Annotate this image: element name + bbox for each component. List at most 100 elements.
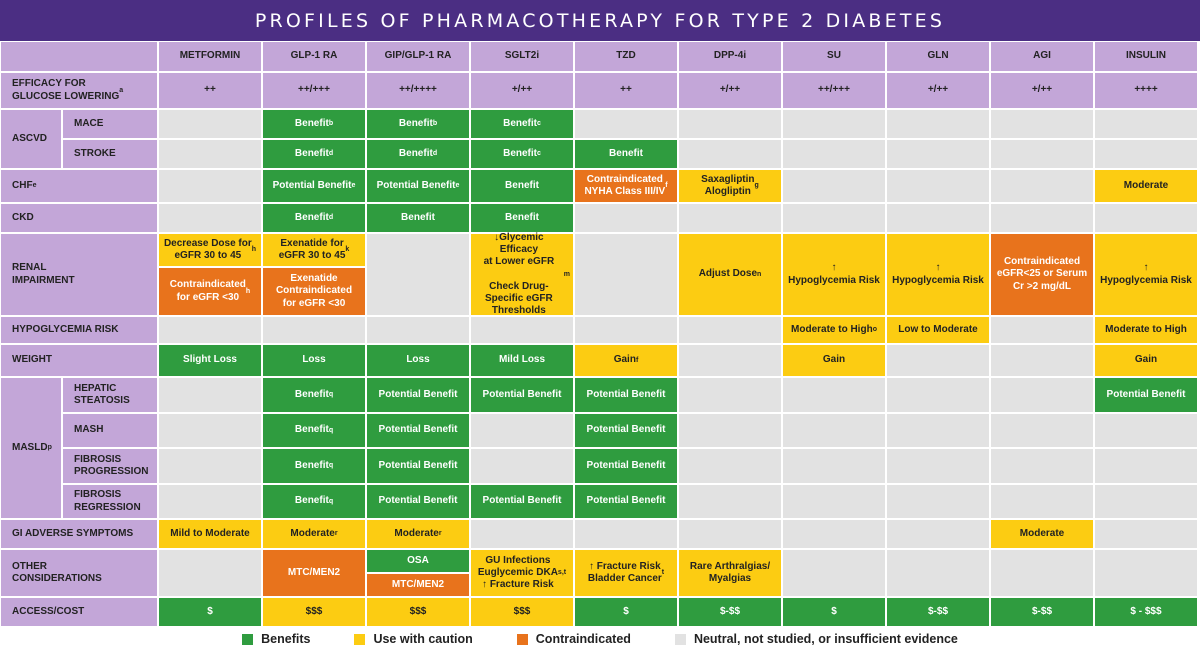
legend-swatch-yellow [354,633,366,645]
stroke-cell-text: Benefit [609,147,643,159]
hypo-cell-empty [678,316,782,344]
legend-label: Contraindicated [535,632,631,646]
renal-cell-empty [574,233,678,316]
column-header: DPP-4i [678,41,782,72]
row-label-hepatic-text: HEPATIC STEATOSIS [74,382,130,406]
renal-cell-top-text: Decrease Dose for eGFR 30 to 45 [163,237,252,261]
weight-cell: Mild Loss [470,344,574,377]
ckd-cell-empty [782,203,886,233]
row-label-renal-text: RENAL IMPAIRMENT [12,262,75,286]
column-header-text: GLN [927,50,949,62]
fib_reg-cell-empty [158,484,262,519]
mash-cell-empty [158,413,262,448]
stroke-cell: Benefit d [262,139,366,169]
efficacy-cell-text: ++++ [1134,84,1158,96]
hepatic-cell: Benefit q [262,377,366,413]
legend-label: Benefits [261,632,311,646]
other-cell-text: GU Infections Euglycemic DKA ↑ Fracture … [477,554,558,591]
hypo-cell: Low to Moderate [886,316,990,344]
access-cost-cell-text: $ [831,605,837,617]
renal-cell-bottom-text: Contraindicated for eGFR <30 [169,279,246,303]
access-cost-cell-text: $-$$ [1031,605,1052,617]
renal-cell-text: Adjust Dose [698,268,758,280]
other-cell-text: MTC/MEN2 [287,566,341,578]
renal-cell-text: ↑ Hypoglycemia Risk [788,262,880,286]
fib_reg-cell-empty [782,484,886,519]
other-cell-osa: OSA [366,549,470,573]
mace-cell: Benefit b [366,109,470,139]
renal-cell-text: ↓Glycemic Efficacy at Lower eGFR Check D… [483,231,555,316]
efficacy-cell: +/++ [990,72,1094,109]
gi-cell: Moderate r [366,519,470,549]
chf-cell-text: Potential Benefit [272,179,352,191]
fib_prog-cell-text: Potential Benefit [586,459,666,471]
gi-cell-empty [678,519,782,549]
chf-cell-empty [158,169,262,203]
column-header-text: SU [827,50,841,62]
other-cell-empty [886,549,990,597]
mace-cell: Benefit c [470,109,574,139]
weight-cell-text: Gain [613,354,636,366]
other-cell: ↑ Fracture Risk Bladder Cancer t [574,549,678,597]
chf-cell-text: Benefit [505,179,539,191]
column-header: GLN [886,41,990,72]
weight-cell-text: Mild Loss [498,354,546,366]
chf-cell-text: Moderate [1123,179,1169,191]
ckd-cell-empty [990,203,1094,233]
row-label-hepatic: HEPATIC STEATOSIS [62,377,158,413]
mace-cell-text: Benefit [503,117,537,129]
stroke-cell-empty [158,139,262,169]
row-label-ascvd: ASCVD [0,109,62,169]
renal-cell: ↑ Hypoglycemia Risk [886,233,990,316]
row-label-masld: MASLD p [0,377,62,519]
hepatic-cell-empty [886,377,990,413]
access-cost-cell-text: $ [623,605,629,617]
fib_reg-cell-text: Benefit [294,495,329,507]
hypo-cell: Moderate to High [1094,316,1198,344]
row-label-stroke-text: STROKE [74,147,116,159]
mace-cell-empty [886,109,990,139]
row-label-fibrosis-regression: FIBROSIS REGRESSION [62,484,158,519]
fib_reg-cell-text: Potential Benefit [482,495,562,507]
row-label-efficacy: EFFICACY FOR GLUCOSE LOWERING a [0,72,158,109]
weight-cell-text: Loss [406,354,430,366]
renal-cell: Contraindicated eGFR<25 or Serum Cr >2 m… [990,233,1094,316]
legend-label: Use with caution [373,632,473,646]
renal-cell-text: Contraindicated eGFR<25 or Serum Cr >2 m… [996,256,1088,292]
mace-cell-empty [678,109,782,139]
mace-cell-empty [574,109,678,139]
legend-label: Neutral, not studied, or insufficient ev… [693,632,958,646]
other-cell: Rare Arthralgias/ Myalgias [678,549,782,597]
hypo-cell-empty [574,316,678,344]
column-header-text: SGLT2i [504,50,540,62]
fib_reg-cell-text: Potential Benefit [586,495,666,507]
access-cost-cell: $ [158,597,262,627]
efficacy-cell: ++++ [1094,72,1198,109]
column-header-text: TZD [616,50,636,62]
page-title: PROFILES OF PHARMACOTHERAPY FOR TYPE 2 D… [0,0,1200,41]
other-cell-text: ↑ Fracture Risk Bladder Cancer [587,560,662,584]
row-label-chf: CHF e [0,169,158,203]
fib_prog-cell-empty [990,448,1094,484]
other-cell-empty [158,549,262,597]
fib_prog-cell-text: Benefit [294,459,329,471]
stroke-cell-empty [1094,139,1198,169]
column-header: SGLT2i [470,41,574,72]
weight-cell-text: Gain [1134,354,1158,366]
mash-cell-empty [678,413,782,448]
ckd-cell-empty [1094,203,1198,233]
efficacy-cell-text: +/++ [927,84,949,96]
mace-cell-text: Benefit [398,117,433,129]
ckd-cell-text: Benefit [401,211,435,223]
row-label-weight: WEIGHT [0,344,158,377]
other-cell: MTC/MEN2 [262,549,366,597]
fib_prog-cell-empty [678,448,782,484]
row-label-renal: RENAL IMPAIRMENT [0,233,158,316]
hypo-cell-empty [470,316,574,344]
mash-cell-text: Potential Benefit [586,424,666,436]
efficacy-cell: ++/+++ [262,72,366,109]
mash-cell: Potential Benefit [366,413,470,448]
mash-cell-empty [1094,413,1198,448]
stroke-cell-text: Benefit [503,147,537,159]
mace-cell-empty [1094,109,1198,139]
